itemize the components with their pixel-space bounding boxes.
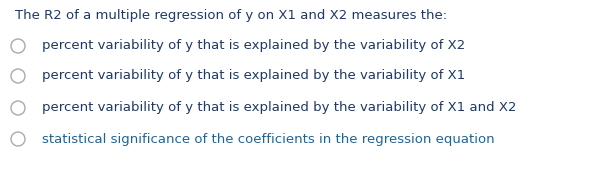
Text: percent variability of y that is explained by the variability of X2: percent variability of y that is explain…	[42, 39, 465, 52]
Text: percent variability of y that is explained by the variability of X1 and X2: percent variability of y that is explain…	[42, 102, 516, 115]
Text: percent variability of y that is explained by the variability of X1: percent variability of y that is explain…	[42, 70, 465, 83]
Text: statistical significance of the coefficients in the regression equation: statistical significance of the coeffici…	[42, 132, 495, 146]
Text: The R2 of a multiple regression of y on X1 and X2 measures the:: The R2 of a multiple regression of y on …	[15, 9, 447, 22]
